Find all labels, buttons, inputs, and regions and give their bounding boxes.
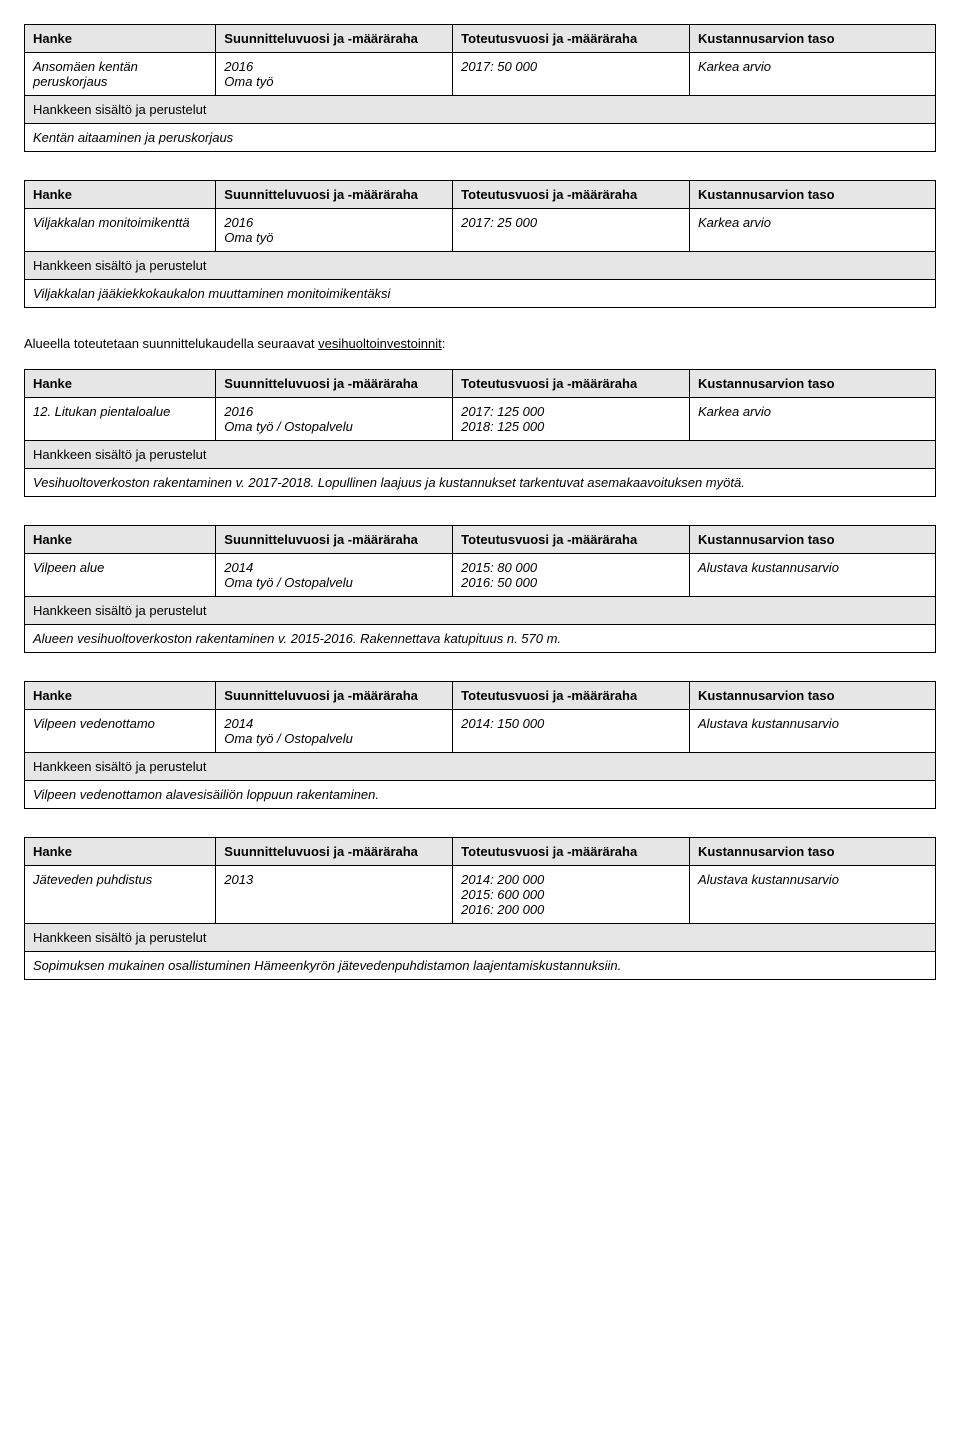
col-hanke: Hanke [25,25,216,53]
cell-impl: 2014: 200 0002015: 600 0002016: 200 000 [453,866,690,924]
col-toteutus: Toteutusvuosi ja -määräraha [453,682,690,710]
cell-desc: Viljakkalan jääkiekkokaukalon muuttamine… [25,280,936,308]
row-sisalto-header: Hankkeen sisältö ja perustelut [25,252,936,280]
col-suunnittelu: Suunnitteluvuosi ja -määräraha [216,526,453,554]
col-hanke: Hanke [25,682,216,710]
cell-name: Viljakkalan monitoimikenttä [25,209,216,252]
cell-cost: Alustava kustannusarvio [690,866,936,924]
col-toteutus: Toteutusvuosi ja -määräraha [453,526,690,554]
cell-impl: 2014: 150 000 [453,710,690,753]
col-toteutus: Toteutusvuosi ja -määräraha [453,25,690,53]
intro-post: : [442,336,446,351]
cell-impl: 2017: 125 0002018: 125 000 [453,398,690,441]
cell-cost: Alustava kustannusarvio [690,554,936,597]
col-suunnittelu: Suunnitteluvuosi ja -määräraha [216,838,453,866]
col-suunnittelu: Suunnitteluvuosi ja -määräraha [216,181,453,209]
cell-cost: Alustava kustannusarvio [690,710,936,753]
cell-name: Jäteveden puhdistus [25,866,216,924]
cell-plan: 2013 [216,866,453,924]
cell-name: Vilpeen alue [25,554,216,597]
cell-name: Ansomäen kentän peruskorjaus [25,53,216,96]
project-table: HankeSuunnitteluvuosi ja -määrärahaToteu… [24,24,936,152]
col-suunnittelu: Suunnitteluvuosi ja -määräraha [216,370,453,398]
section-intro: Alueella toteutetaan suunnittelukaudella… [24,336,936,351]
cell-name: 12. Litukan pientaloalue [25,398,216,441]
col-suunnittelu: Suunnitteluvuosi ja -määräraha [216,682,453,710]
col-kustannus: Kustannusarvion taso [690,181,936,209]
cell-desc: Sopimuksen mukainen osallistuminen Hämee… [25,952,936,980]
cell-plan: 2016Oma työ [216,53,453,96]
project-table: HankeSuunnitteluvuosi ja -määrärahaToteu… [24,180,936,308]
cell-desc: Kentän aitaaminen ja peruskorjaus [25,124,936,152]
cell-desc: Vesihuoltoverkoston rakentaminen v. 2017… [25,469,936,497]
project-table: HankeSuunnitteluvuosi ja -määrärahaToteu… [24,681,936,809]
col-toteutus: Toteutusvuosi ja -määräraha [453,370,690,398]
col-toteutus: Toteutusvuosi ja -määräraha [453,181,690,209]
row-sisalto-header: Hankkeen sisältö ja perustelut [25,96,936,124]
cell-impl: 2017: 50 000 [453,53,690,96]
project-table: HankeSuunnitteluvuosi ja -määrärahaToteu… [24,525,936,653]
cell-plan: 2016Oma työ / Ostopalvelu [216,398,453,441]
col-hanke: Hanke [25,838,216,866]
cell-plan: 2014Oma työ / Ostopalvelu [216,554,453,597]
col-hanke: Hanke [25,526,216,554]
project-table: HankeSuunnitteluvuosi ja -määrärahaToteu… [24,837,936,980]
cell-plan: 2016Oma työ [216,209,453,252]
cell-desc: Alueen vesihuoltoverkoston rakentaminen … [25,625,936,653]
col-kustannus: Kustannusarvion taso [690,25,936,53]
row-sisalto-header: Hankkeen sisältö ja perustelut [25,753,936,781]
cell-cost: Karkea arvio [690,53,936,96]
col-kustannus: Kustannusarvion taso [690,838,936,866]
intro-underlined: vesihuoltoinvestoinnit [318,336,442,351]
cell-impl: 2015: 80 0002016: 50 000 [453,554,690,597]
col-kustannus: Kustannusarvion taso [690,370,936,398]
row-sisalto-header: Hankkeen sisältö ja perustelut [25,924,936,952]
col-suunnittelu: Suunnitteluvuosi ja -määräraha [216,25,453,53]
col-kustannus: Kustannusarvion taso [690,526,936,554]
cell-impl: 2017: 25 000 [453,209,690,252]
col-hanke: Hanke [25,181,216,209]
col-kustannus: Kustannusarvion taso [690,682,936,710]
cell-name: Vilpeen vedenottamo [25,710,216,753]
cell-cost: Karkea arvio [690,209,936,252]
cell-plan: 2014Oma työ / Ostopalvelu [216,710,453,753]
project-table: HankeSuunnitteluvuosi ja -määrärahaToteu… [24,369,936,497]
col-hanke: Hanke [25,370,216,398]
intro-pre: Alueella toteutetaan suunnittelukaudella… [24,336,318,351]
row-sisalto-header: Hankkeen sisältö ja perustelut [25,597,936,625]
col-toteutus: Toteutusvuosi ja -määräraha [453,838,690,866]
row-sisalto-header: Hankkeen sisältö ja perustelut [25,441,936,469]
cell-cost: Karkea arvio [690,398,936,441]
cell-desc: Vilpeen vedenottamon alavesisäiliön lopp… [25,781,936,809]
